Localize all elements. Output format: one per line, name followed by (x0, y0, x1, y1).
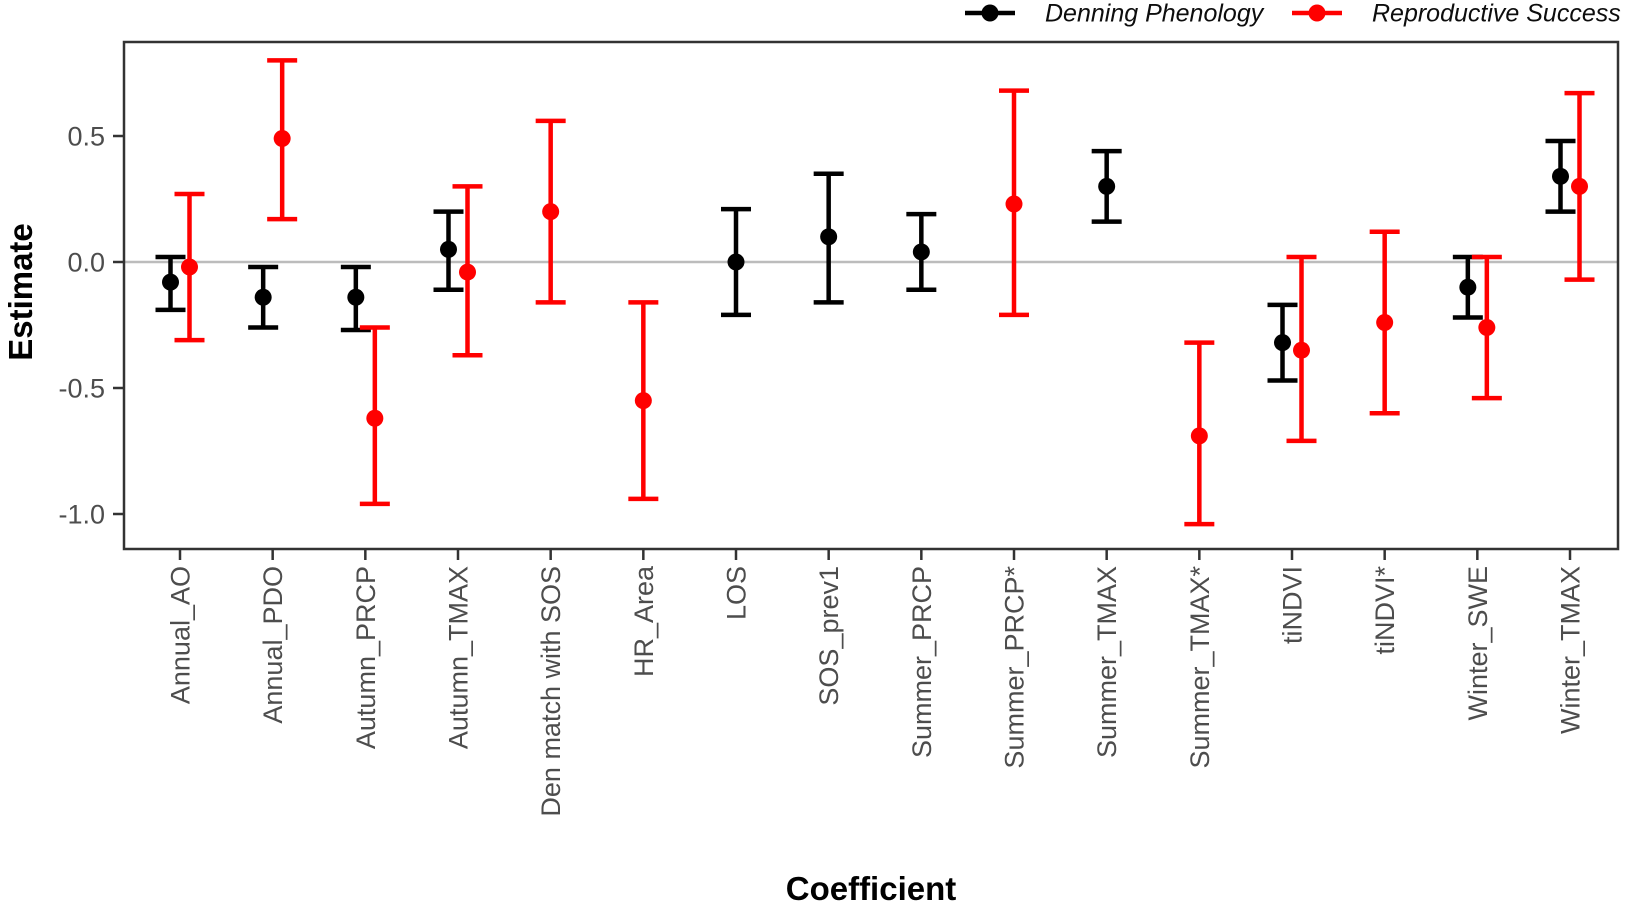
pointrange-reproductive-success-den-match-with-sos (535, 118, 566, 305)
x-tick-label-summer-tmax: Summer_TMAX* (1185, 566, 1215, 769)
x-tick-label-los: LOS (721, 566, 751, 620)
pointrange-denning-phenology-autumn-tmax (433, 209, 464, 292)
pointrange-denning-phenology-los (721, 206, 752, 318)
y-tick-label-0.5: 0.5 (67, 121, 105, 151)
x-tick-label-den-match-with-sos: Den match with SOS (536, 566, 566, 817)
x-tick-label-summer-tmax: Summer_TMAX (1092, 566, 1122, 758)
pointrange-reproductive-success-winter-swe (1471, 254, 1502, 401)
y-axis-title: Estimate (2, 223, 39, 361)
legend-label-reproductive-success: Reproductive Success (1372, 0, 1621, 28)
x-tick-label-autumn-prcp: Autumn_PRCP (351, 566, 381, 749)
y-tick-label--0.5: -0.5 (58, 373, 105, 403)
y-tick-label--1: -1.0 (58, 499, 105, 529)
pointrange-reproductive-success-autumn-prcp (359, 325, 390, 507)
pointrange-denning-phenology-winter-swe (1452, 254, 1483, 320)
pointrange-denning-phenology-autumn-prcp (340, 264, 371, 333)
pointrange-reproductive-success-tindvi (1369, 229, 1400, 416)
x-tick-label-autumn-tmax: Autumn_TMAX (443, 566, 473, 749)
pointrange-reproductive-success-summer-prcp (999, 88, 1030, 318)
x-tick-label-sos-prev1: SOS_prev1 (814, 566, 844, 706)
x-tick-label-annual-pdo: Annual_PDO (258, 566, 288, 724)
legend-label-denning-phenology: Denning Phenology (1045, 0, 1265, 28)
x-tick-label-tindvi: tiNDVI* (1370, 566, 1400, 655)
pointrange-denning-phenology-annual-pdo (248, 264, 279, 330)
legend-key-point-denning-phenology (981, 4, 999, 22)
plot-panel (122, 40, 1620, 551)
pointrange-denning-phenology-sos-prev1 (813, 171, 844, 305)
x-tick-label-winter-tmax: Winter_TMAX (1555, 566, 1585, 734)
legend: Denning Phenology Reproductive Success (965, 0, 1621, 28)
panel-border (122, 40, 1620, 551)
pointrange-denning-phenology-annual-ao (155, 254, 186, 313)
pointrange-denning-phenology-summer-prcp (906, 211, 937, 292)
x-tick-label-annual-ao: Annual_AO (165, 566, 195, 704)
pointrange-denning-phenology-winter-tmax (1545, 138, 1576, 214)
x-tick-label-summer-prcp: Summer_PRCP (907, 566, 937, 758)
pointrange-reproductive-success-tindvi (1286, 254, 1317, 444)
x-tick-label-summer-prcp: Summer_PRCP* (999, 566, 1029, 769)
legend-item-denning-phenology: Denning Phenology (965, 0, 1265, 28)
pointrange-denning-phenology-summer-tmax (1091, 148, 1122, 224)
x-tick-label-tindvi: tiNDVI (1277, 566, 1307, 644)
pointrange-reproductive-success-hr-area (628, 300, 659, 502)
x-tick-label-winter-swe: Winter_SWE (1463, 566, 1493, 721)
x-axis-title: Coefficient (786, 870, 957, 905)
legend-key-point-reproductive-success (1308, 4, 1326, 22)
pointrange-reproductive-success-autumn-tmax (452, 184, 483, 358)
pointrange-reproductive-success-annual-ao (174, 191, 205, 343)
x-axis: Annual_AO Annual_PDO Autumn_PRCP Autumn_TMA… (165, 549, 1585, 817)
pointrange-marks (155, 58, 1595, 527)
y-tick-label-0: 0.0 (67, 247, 105, 277)
legend-item-reproductive-success: Reproductive Success (1292, 0, 1621, 28)
pointrange-reproductive-success-winter-tmax (1564, 90, 1595, 282)
pointrange-reproductive-success-summer-tmax (1184, 340, 1215, 527)
pointrange-reproductive-success-annual-pdo (267, 58, 298, 222)
pointrange-denning-phenology-tindvi (1267, 302, 1298, 383)
y-axis: 0.5 0.0 -0.5 -1.0 (58, 121, 124, 529)
x-tick-label-hr-area: HR_Area (629, 565, 659, 677)
